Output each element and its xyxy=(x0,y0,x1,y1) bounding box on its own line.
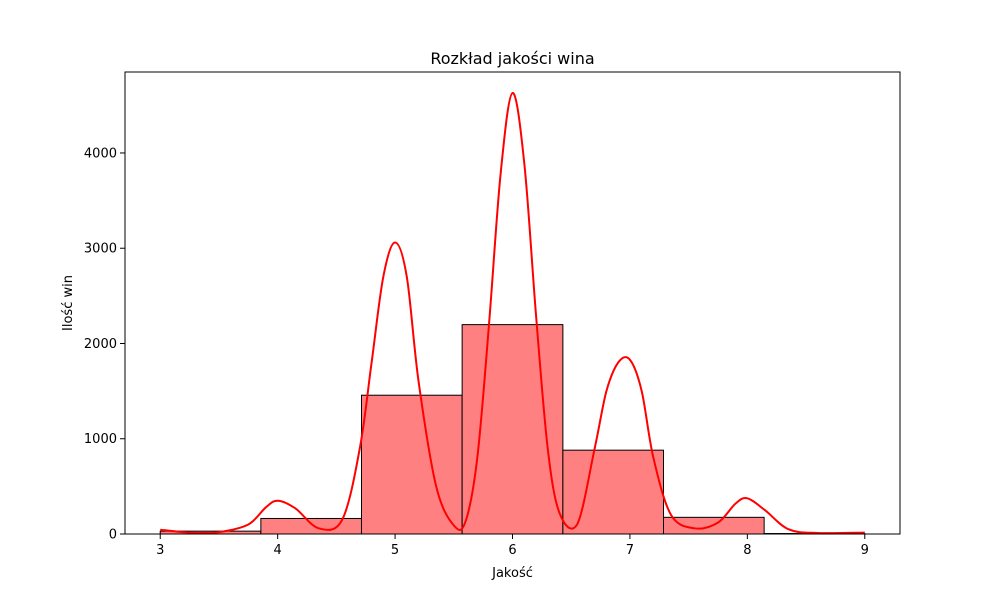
x-axis: 3 4 5 6 7 8 9 xyxy=(156,534,869,558)
y-axis: 0 1000 2000 3000 4000 xyxy=(84,146,125,543)
x-axis-label: Jakość xyxy=(491,566,533,581)
y-tick-label: 1000 xyxy=(84,432,117,447)
x-tick-label: 7 xyxy=(626,543,634,558)
y-tick-label: 0 xyxy=(109,528,117,543)
chart-title: Rozkład jakości wina xyxy=(430,49,594,68)
y-tick-label: 4000 xyxy=(84,146,117,161)
kde-line xyxy=(160,91,865,535)
histogram-bar xyxy=(461,324,564,535)
x-tick-label: 3 xyxy=(156,543,164,558)
histogram-bars xyxy=(159,324,866,535)
histogram-bar xyxy=(260,517,362,535)
x-tick-label: 5 xyxy=(391,543,399,558)
x-tick-label: 6 xyxy=(508,543,516,558)
y-tick-label: 3000 xyxy=(84,242,117,257)
x-tick-label: 4 xyxy=(274,543,282,558)
x-tick-label: 9 xyxy=(861,543,869,558)
x-tick-label: 8 xyxy=(743,543,751,558)
histogram-bar xyxy=(360,394,463,535)
y-axis-label: Ilość win xyxy=(61,275,76,331)
y-tick-label: 2000 xyxy=(84,337,117,352)
